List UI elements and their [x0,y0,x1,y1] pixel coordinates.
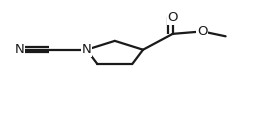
Text: O: O [197,25,208,38]
Text: N: N [82,43,92,56]
Text: O: O [167,11,178,24]
Text: N: N [15,43,25,56]
